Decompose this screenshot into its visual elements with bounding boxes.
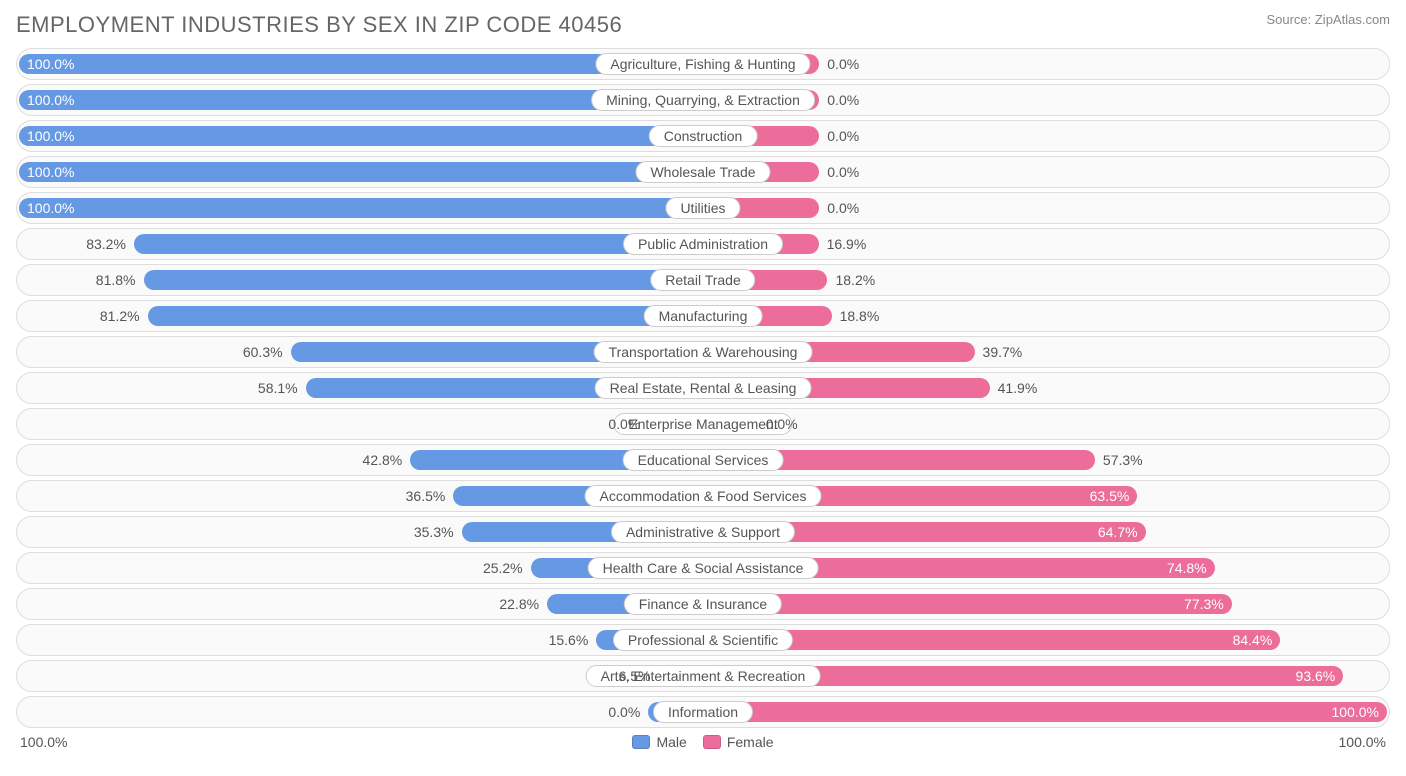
female-pct: 84.4% xyxy=(1233,632,1273,648)
row-label: Mining, Quarrying, & Extraction xyxy=(591,89,815,111)
male-pct: 42.8% xyxy=(363,452,403,468)
chart-row: Enterprise Management0.0%0.0% xyxy=(16,408,1390,440)
chart-row: Retail Trade 81.8% 18.2% xyxy=(16,264,1390,296)
chart-row: Accommodation & Food Services 36.5% 63.5% xyxy=(16,480,1390,512)
male-pct: 35.3% xyxy=(414,524,454,540)
chart-row: Public Administration 83.2% 16.9% xyxy=(16,228,1390,260)
female-pct: 0.0% xyxy=(827,128,859,144)
diverging-bar-chart: Agriculture, Fishing & Hunting 100.0% 0.0%… xyxy=(16,48,1390,728)
chart-source: Source: ZipAtlas.com xyxy=(1266,12,1390,27)
chart-row: Professional & Scientific 15.6% 84.4% xyxy=(16,624,1390,656)
legend-female-label: Female xyxy=(727,734,774,750)
male-swatch-icon xyxy=(632,735,650,749)
chart-row: Information 0.0% 100.0% xyxy=(16,696,1390,728)
male-pct: 100.0% xyxy=(27,200,74,216)
female-pct: 18.8% xyxy=(840,308,880,324)
male-bar xyxy=(19,198,703,218)
female-pct: 77.3% xyxy=(1184,596,1224,612)
male-bar xyxy=(148,306,703,326)
row-label: Retail Trade xyxy=(650,269,755,291)
male-pct: 22.8% xyxy=(499,596,539,612)
chart-row: Construction 100.0% 0.0% xyxy=(16,120,1390,152)
row-label: Educational Services xyxy=(623,449,784,471)
legend: Male Female xyxy=(632,734,773,750)
male-bar xyxy=(144,270,704,290)
male-bar xyxy=(134,234,703,254)
female-pct: 57.3% xyxy=(1103,452,1143,468)
female-pct: 0.0% xyxy=(827,200,859,216)
row-label: Administrative & Support xyxy=(611,521,795,543)
female-pct: 0.0% xyxy=(766,416,798,432)
male-bar xyxy=(19,162,703,182)
female-pct: 0.0% xyxy=(827,56,859,72)
row-label: Wholesale Trade xyxy=(635,161,770,183)
female-pct: 16.9% xyxy=(827,236,867,252)
row-label: Agriculture, Fishing & Hunting xyxy=(595,53,810,75)
row-label: Utilities xyxy=(665,197,740,219)
male-pct: 0.0% xyxy=(608,704,640,720)
row-label: Real Estate, Rental & Leasing xyxy=(595,377,812,399)
male-pct: 81.8% xyxy=(96,272,136,288)
male-pct: 25.2% xyxy=(483,560,523,576)
male-pct: 36.5% xyxy=(406,488,446,504)
axis-right-label: 100.0% xyxy=(1339,734,1386,750)
row-label: Health Care & Social Assistance xyxy=(588,557,819,579)
row-label: Information xyxy=(653,701,753,723)
female-pct: 0.0% xyxy=(827,92,859,108)
chart-row: Mining, Quarrying, & Extraction 100.0% 0.0… xyxy=(16,84,1390,116)
male-pct: 100.0% xyxy=(27,92,74,108)
female-bar xyxy=(703,594,1232,614)
female-pct: 64.7% xyxy=(1098,524,1138,540)
chart-row: Utilities 100.0% 0.0% xyxy=(16,192,1390,224)
chart-row: Manufacturing 81.2% 18.8% xyxy=(16,300,1390,332)
chart-title: EMPLOYMENT INDUSTRIES BY SEX IN ZIP CODE… xyxy=(16,12,622,38)
row-label: Public Administration xyxy=(623,233,783,255)
row-label: Manufacturing xyxy=(644,305,763,327)
chart-row: Administrative & Support 35.3% 64.7% xyxy=(16,516,1390,548)
chart-footer: 100.0% Male Female 100.0% xyxy=(16,734,1390,750)
axis-left-label: 100.0% xyxy=(20,734,67,750)
male-pct: 0.0% xyxy=(608,416,640,432)
row-label: Transportation & Warehousing xyxy=(594,341,813,363)
chart-row: Agriculture, Fishing & Hunting 100.0% 0.0% xyxy=(16,48,1390,80)
female-swatch-icon xyxy=(703,735,721,749)
male-pct: 15.6% xyxy=(549,632,589,648)
female-pct: 74.8% xyxy=(1167,560,1207,576)
female-bar xyxy=(703,702,1387,722)
row-label: Finance & Insurance xyxy=(624,593,782,615)
row-label: Accommodation & Food Services xyxy=(585,485,822,507)
male-pct: 100.0% xyxy=(27,164,74,180)
male-pct: 100.0% xyxy=(27,128,74,144)
male-bar xyxy=(19,126,703,146)
legend-male-label: Male xyxy=(656,734,686,750)
chart-header: EMPLOYMENT INDUSTRIES BY SEX IN ZIP CODE… xyxy=(16,12,1390,38)
chart-row: Educational Services 42.8% 57.3% xyxy=(16,444,1390,476)
male-pct: 58.1% xyxy=(258,380,298,396)
male-pct: 6.5% xyxy=(619,668,651,684)
chart-row: Wholesale Trade 100.0% 0.0% xyxy=(16,156,1390,188)
legend-item-female: Female xyxy=(703,734,774,750)
female-pct: 18.2% xyxy=(835,272,875,288)
chart-row: Real Estate, Rental & Leasing 58.1% 41.9% xyxy=(16,372,1390,404)
female-pct: 39.7% xyxy=(983,344,1023,360)
male-pct: 60.3% xyxy=(243,344,283,360)
chart-row: Arts, Entertainment & Recreation6.5%93.6… xyxy=(16,660,1390,692)
row-label: Construction xyxy=(649,125,758,147)
chart-row: Finance & Insurance 22.8% 77.3% xyxy=(16,588,1390,620)
male-pct: 81.2% xyxy=(100,308,140,324)
row-label: Professional & Scientific xyxy=(613,629,793,651)
male-pct: 100.0% xyxy=(27,56,74,72)
female-pct: 93.6% xyxy=(1296,668,1336,684)
chart-row: Transportation & Warehousing 60.3% 39.7% xyxy=(16,336,1390,368)
female-pct: 100.0% xyxy=(1332,704,1379,720)
female-pct: 41.9% xyxy=(998,380,1038,396)
female-pct: 63.5% xyxy=(1090,488,1130,504)
female-pct: 0.0% xyxy=(827,164,859,180)
male-pct: 83.2% xyxy=(86,236,126,252)
chart-row: Health Care & Social Assistance 25.2% 74.8… xyxy=(16,552,1390,584)
legend-item-male: Male xyxy=(632,734,686,750)
